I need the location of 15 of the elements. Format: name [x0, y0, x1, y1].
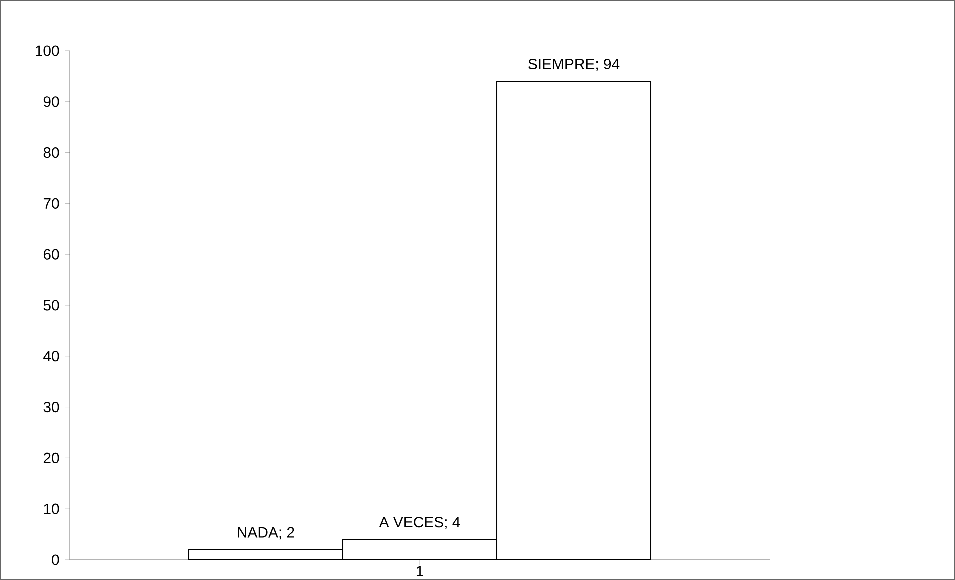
y-tick-label: 90 [44, 96, 60, 108]
data-label: NADA; 2 [238, 527, 294, 540]
x-tick-label: 1 [416, 566, 424, 576]
data-label: A VECES; 4 [379, 517, 460, 530]
y-tick-label: 0 [52, 554, 60, 566]
y-tick-label: 100 [36, 46, 60, 56]
y-tick-label: 70 [44, 198, 60, 209]
data-label: SIEMPRE; 94 [528, 58, 620, 72]
y-tick-label: 80 [44, 147, 60, 158]
y-tick-label: 40 [44, 351, 60, 362]
y-tick-label: 10 [44, 504, 60, 514]
y-tick-label: 60 [44, 249, 60, 260]
y-tick-label: 20 [44, 452, 60, 464]
y-tick-label: 30 [44, 402, 60, 413]
y-tick-label: 50 [44, 300, 60, 311]
